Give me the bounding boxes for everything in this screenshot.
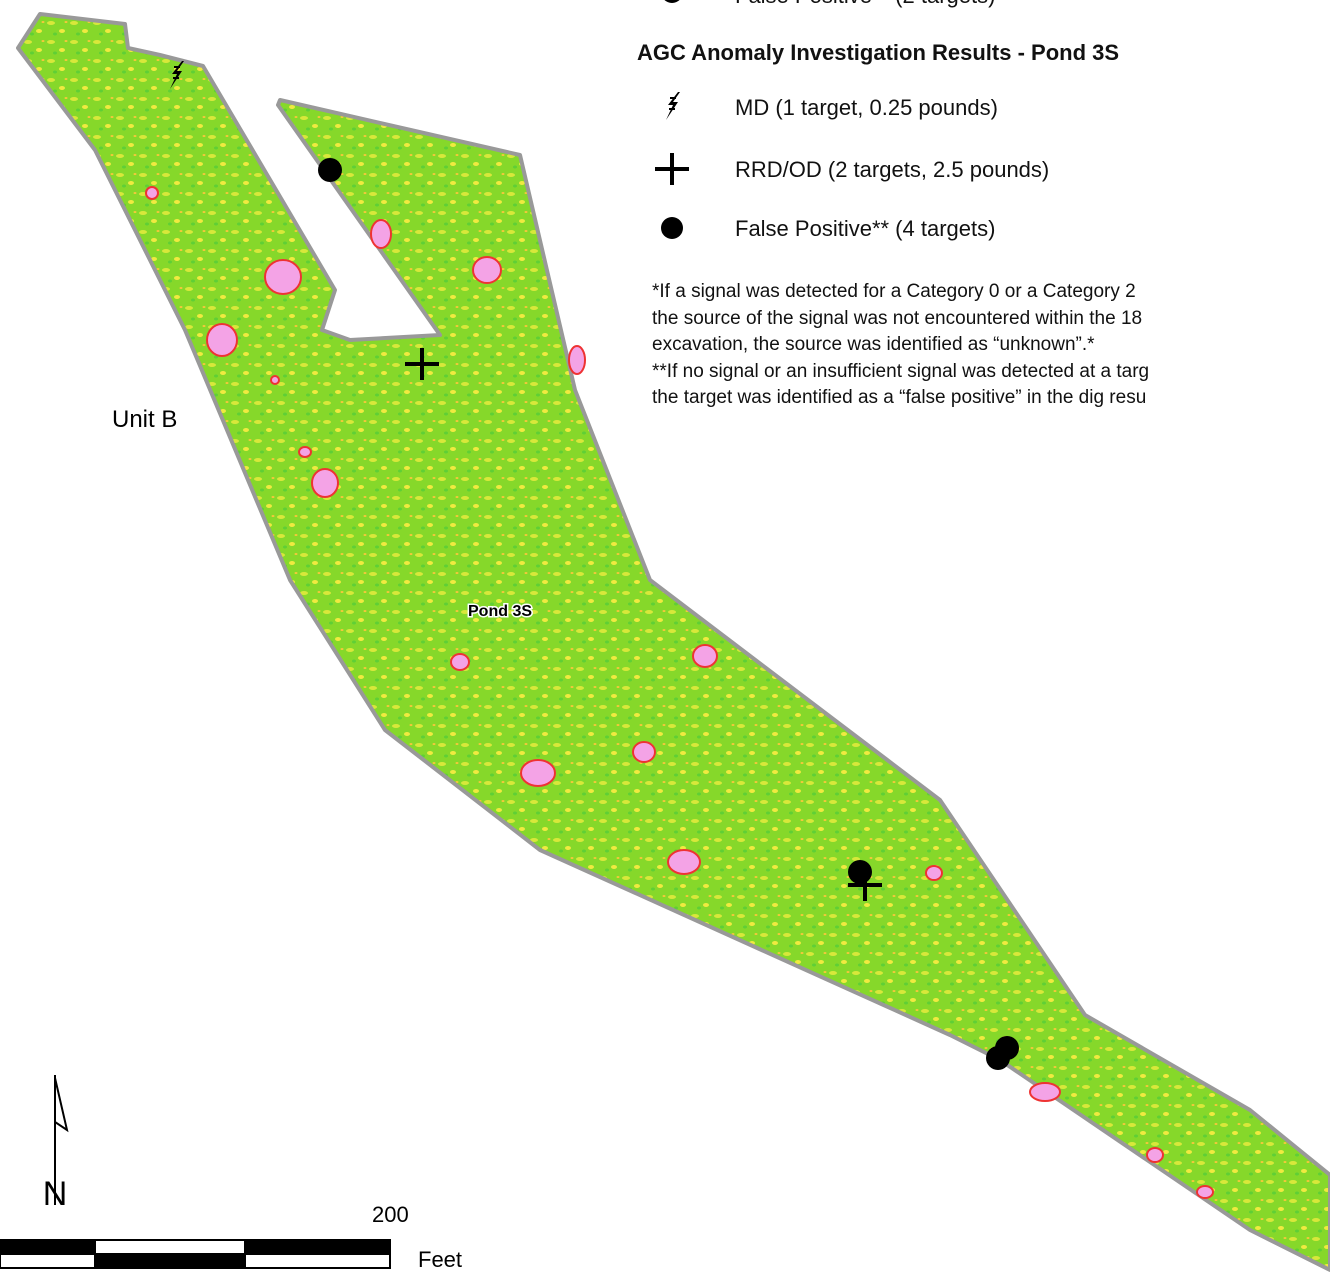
legend-icon <box>661 0 683 3</box>
note: the target was identified as a “false po… <box>652 387 1146 408</box>
scale-units: Feet <box>418 1247 462 1272</box>
page: Unit B Pond 3S False Positive** (2 targe… <box>0 0 1330 1282</box>
north-label: N <box>43 1175 68 1213</box>
legend-item: RRD/OD (2 targets, 2.5 pounds) <box>735 157 1049 182</box>
scale-bar <box>0 1240 390 1268</box>
pond-label: Pond 3S <box>468 603 532 620</box>
map: Unit B Pond 3S False Positive** (2 targe… <box>0 0 1330 1282</box>
legend-title: AGC Anomaly Investigation Results - Pond… <box>637 40 1119 65</box>
note: **If no signal or an insufficient signal… <box>652 361 1149 382</box>
note: excavation, the source was identified as… <box>652 334 1095 355</box>
north-arrow: N <box>43 1075 68 1213</box>
unit-label: Unit B <box>112 406 177 433</box>
survey-area <box>18 14 1330 1270</box>
scale-distance: 200 <box>372 1202 409 1227</box>
note: the source of the signal was not encount… <box>652 308 1142 329</box>
legend-item: False Positive** (4 targets) <box>735 216 995 241</box>
note: *If a signal was detected for a Category… <box>652 281 1136 302</box>
legend-item: False Positive** (2 targets) <box>735 0 995 8</box>
legend-item: MD (1 target, 0.25 pounds) <box>735 95 998 120</box>
